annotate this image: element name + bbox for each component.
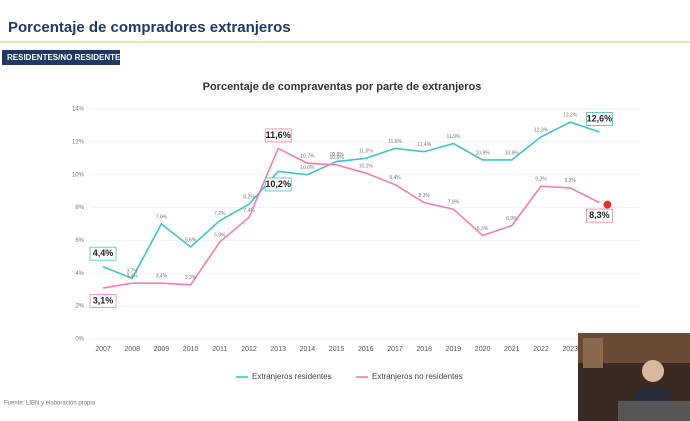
y-tick-label: 10%: [72, 172, 85, 178]
value-label: 8,3%: [589, 210, 610, 220]
y-tick-label: 4%: [75, 271, 84, 277]
value-label: 8,2%: [243, 195, 255, 201]
value-label: 10,9%: [476, 150, 491, 156]
x-tick-label: 2016: [358, 346, 374, 353]
value-label: 3,7%: [126, 269, 138, 275]
y-tick-label: 0%: [75, 337, 84, 343]
x-tick-label: 2010: [183, 346, 199, 353]
value-label: 13,2%: [563, 112, 578, 118]
series-line: [102, 121, 600, 280]
y-tick-label: 14%: [72, 107, 85, 113]
value-label: 8,3%: [418, 193, 430, 199]
value-label: 11,9%: [446, 134, 460, 140]
value-label: 11,6%: [266, 130, 291, 140]
value-label: 7,0%: [156, 214, 168, 220]
source: Fuente: LIBN y elaboración propia: [4, 401, 96, 407]
label-box: [586, 112, 613, 126]
value-label: 6,9%: [506, 216, 518, 222]
value-label: 5,9%: [214, 232, 226, 238]
x-tick-label: 2015: [329, 346, 345, 353]
value-label: 6,3%: [477, 226, 489, 232]
x-tick-label: 2022: [533, 346, 549, 353]
value-label: 12,6%: [587, 113, 613, 123]
y-tick-label: 8%: [75, 205, 84, 211]
chart-title: Porcentaje de compraventas por parte de …: [203, 81, 482, 93]
tab: [2, 50, 120, 65]
x-tick-label: 2017: [387, 346, 403, 353]
value-label: 10,8%: [330, 152, 345, 158]
label-box: [264, 177, 292, 192]
value-label: 10,0%: [300, 165, 315, 171]
value-label: 3,1%: [93, 295, 114, 305]
label-box: [89, 246, 117, 261]
value-label: 11,4%: [417, 142, 431, 148]
y-tick-label: 12%: [72, 139, 85, 145]
value-label: 7,9%: [448, 200, 460, 206]
value-label: 3,3%: [185, 275, 197, 281]
marker-icon: [603, 200, 612, 209]
x-tick-label: 2023: [562, 346, 578, 353]
x-tick-label: 2018: [416, 346, 432, 353]
legend-label: Extranjeros no residentes: [372, 372, 463, 381]
header-title: Porcentaje de compradores extranjeros: [8, 19, 291, 36]
x-tick-label: 2011: [212, 346, 227, 353]
value-label: 10,7%: [300, 154, 315, 160]
x-tick-label: 2019: [446, 346, 462, 353]
x-tick-label: 2021: [504, 346, 520, 353]
video-overlay: [578, 333, 690, 421]
value-label: 10,6%: [330, 155, 345, 161]
value-label: 10,9%: [505, 150, 520, 156]
value-label: 4,4%: [93, 248, 114, 258]
x-tick-label: 2007: [95, 346, 111, 353]
series-line: [102, 147, 600, 289]
value-label: 9,2%: [564, 178, 576, 184]
label-box: [89, 294, 117, 308]
legend-label: Extranjeros residentes: [252, 372, 332, 381]
value-label: 3,4%: [156, 273, 168, 279]
x-tick-label: 2020: [475, 346, 491, 353]
tab-label: RESIDENTES/NO RESIDENTES: [7, 53, 126, 62]
x-tick-label: 2012: [241, 346, 257, 353]
x-tick-label: 2014: [300, 346, 316, 353]
value-label: 9,4%: [389, 175, 401, 181]
value-label: 9,3%: [535, 177, 547, 183]
y-tick-label: 6%: [75, 238, 84, 244]
value-label: 10,1%: [359, 163, 374, 169]
value-label: 7,4%: [243, 208, 255, 214]
x-tick-label: 2009: [154, 346, 170, 353]
value-label: 12,3%: [534, 127, 549, 133]
y-tick-label: 2%: [75, 304, 84, 310]
value-label: 5,6%: [185, 237, 197, 243]
value-label: 3,4%: [126, 273, 138, 279]
value-label: 10,2%: [265, 179, 291, 189]
value-label: 11,0%: [359, 149, 373, 155]
x-tick-label: 2008: [124, 346, 140, 353]
label-box: [264, 128, 292, 143]
label-box: [586, 208, 613, 223]
value-label: 7,2%: [214, 211, 226, 217]
value-label: 11,6%: [388, 139, 402, 145]
x-tick-label: 2013: [270, 346, 286, 353]
